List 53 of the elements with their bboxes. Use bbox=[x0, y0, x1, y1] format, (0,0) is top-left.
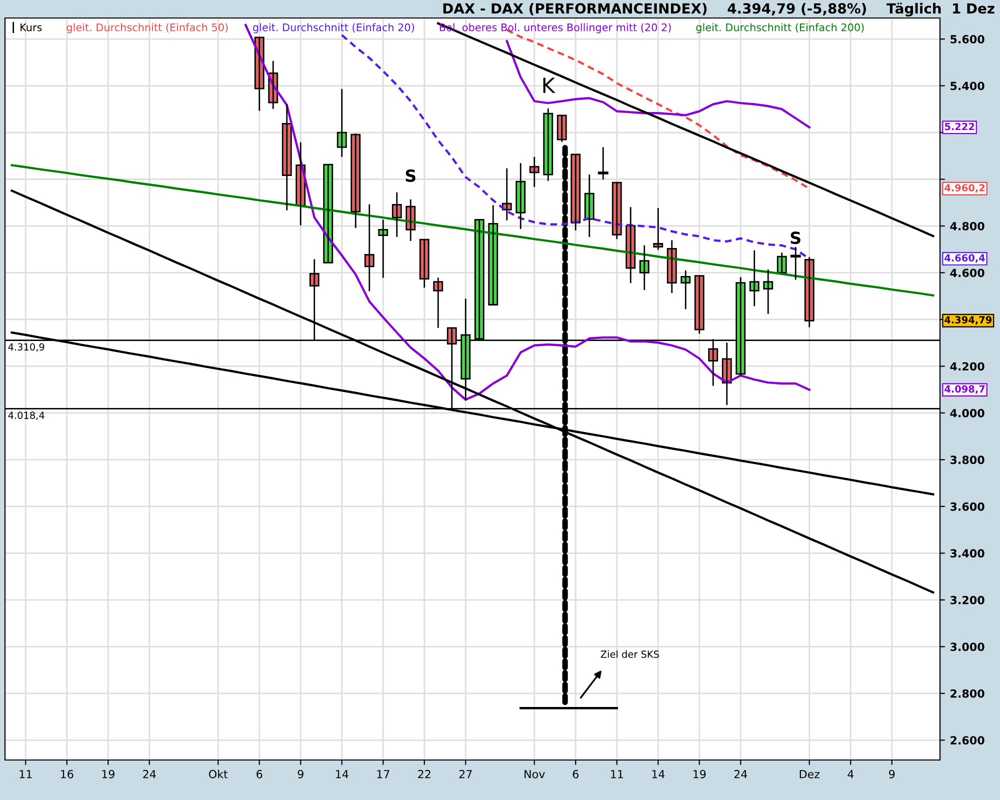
line-series bbox=[10, 164, 934, 297]
y-tick-label: 4.800 bbox=[950, 222, 984, 230]
y-tick-label: 3.600 bbox=[950, 502, 984, 511]
x-tick-label: 27 bbox=[459, 770, 472, 778]
x-tick-label: 22 bbox=[418, 770, 430, 778]
y-tick-label: 3.800 bbox=[950, 456, 984, 464]
y-tick-label: 3.000 bbox=[950, 642, 984, 652]
x-tick-label: 24 bbox=[143, 770, 156, 778]
annotation: Ziel der SKS bbox=[600, 650, 659, 658]
x-tick-label: 19 bbox=[102, 770, 114, 778]
text: gleit. Durchschnitt (Einfach 50) bbox=[66, 23, 228, 34]
x-tick-label: 11 bbox=[20, 770, 32, 778]
ref-line-label: 4.018,4 bbox=[8, 412, 44, 420]
x-tick-label: 14 bbox=[336, 770, 348, 778]
x-tick-label: 16 bbox=[61, 770, 74, 778]
x-tick-label: 19 bbox=[694, 770, 706, 778]
x-tick-label: Nov bbox=[524, 770, 545, 778]
x-tick-label: 4 bbox=[848, 770, 854, 778]
y-tick-label: 2.800 bbox=[950, 689, 984, 698]
y-tick-label: 5.400 bbox=[950, 82, 984, 90]
text: 4.660,4 bbox=[944, 254, 985, 263]
y-tick-label: 3.200 bbox=[950, 596, 984, 604]
annotation: S bbox=[406, 169, 416, 182]
y-tick-label: 4.000 bbox=[950, 408, 984, 418]
x-tick-label: 24 bbox=[734, 770, 748, 778]
annotation: K bbox=[543, 78, 556, 93]
y-tick-label: 3.400 bbox=[950, 549, 984, 558]
y-tick-label: 4.600 bbox=[950, 268, 984, 278]
legend-label: Kurs bbox=[20, 24, 42, 32]
x-tick-label: 9 bbox=[298, 770, 304, 778]
chart-title: DAX - DAX (PERFORMANCEINDEX) 4.394,79 (-5,88%) Täglich 1 Dez bbox=[443, 2, 994, 16]
x-tick-label: Okt bbox=[208, 770, 228, 778]
x-tick-label: 14 bbox=[652, 770, 665, 778]
text: 4.960,2 bbox=[944, 184, 985, 193]
candlestick bbox=[323, 164, 334, 264]
x-tick-label: 6 bbox=[572, 770, 578, 778]
line-series bbox=[506, 40, 810, 128]
y-tick-label: 4.200 bbox=[950, 362, 984, 371]
text: gleit. Durchschnitt (Einfach 200) bbox=[696, 23, 864, 34]
x-tick-label: 9 bbox=[889, 770, 895, 778]
y-tick-label: 2.600 bbox=[950, 736, 984, 745]
text: 4.394,79 bbox=[944, 316, 992, 325]
series-label: gleit. Durchschnitt (Einfach 20) bbox=[253, 23, 414, 34]
candlestick bbox=[653, 207, 664, 251]
x-tick-label: 17 bbox=[377, 770, 390, 778]
text: 5.222 bbox=[944, 122, 974, 130]
annotation: S bbox=[790, 232, 800, 244]
x-tick-label: 6 bbox=[256, 770, 262, 778]
x-tick-label: 11 bbox=[611, 770, 623, 778]
x-tick-label: Dez bbox=[800, 770, 820, 778]
text: 4.098,7 bbox=[944, 385, 985, 394]
ref-line-label: 4.310,9 bbox=[8, 343, 44, 352]
y-tick-label: 5.600 bbox=[950, 35, 984, 44]
